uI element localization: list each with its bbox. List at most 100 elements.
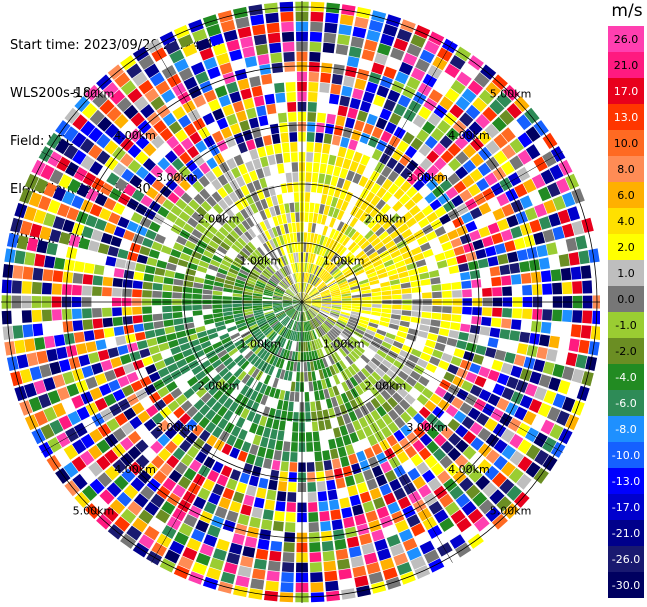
ppi-gate-cell: [263, 307, 273, 312]
ppi-gate-cell: [96, 133, 111, 149]
ppi-gate-cell: [444, 501, 460, 516]
ppi-gate-cell: [338, 24, 352, 36]
ppi-gate-cell: [247, 276, 257, 283]
ppi-gate-cell: [189, 131, 202, 145]
ppi-gate-cell: [514, 406, 528, 421]
ppi-gate-cell: [248, 323, 258, 331]
ppi-gate-cell: [496, 92, 512, 108]
ppi-gate-cell: [322, 42, 335, 54]
ppi-gate-cell: [113, 475, 129, 491]
ppi-gate-cell: [534, 449, 549, 466]
ppi-gate-cell: [368, 251, 379, 260]
ppi-gate-cell: [300, 312, 302, 322]
ppi-gate-cell: [501, 161, 515, 176]
ppi-gate-cell: [290, 253, 295, 263]
ppi-gate-cell: [259, 415, 268, 427]
ppi-gate-cell: [499, 478, 515, 495]
ppi-gate-cell: [302, 302, 311, 306]
ppi-gate-cell: [333, 272, 343, 280]
ppi-gate-cell: [214, 85, 228, 98]
ppi-gate-cell: [332, 208, 340, 219]
range-ring-label: 4.00km: [114, 463, 156, 476]
ppi-gate-cell: [316, 122, 325, 133]
ppi-gate-cell: [302, 312, 304, 322]
ppi-gate-cell: [381, 308, 392, 314]
ppi-gate-cell: [129, 242, 141, 253]
ppi-gate-cell: [121, 422, 135, 436]
ppi-gate-cell: [274, 388, 281, 399]
ppi-gate-cell: [414, 565, 431, 580]
ppi-gate-cell: [294, 242, 298, 253]
ppi-gate-cell: [313, 318, 320, 327]
ppi-gate-cell: [105, 256, 117, 267]
ppi-gate-cell: [452, 306, 462, 314]
ppi-gate-cell: [215, 215, 226, 226]
ppi-gate-cell: [223, 183, 234, 195]
ppi-gate-cell: [234, 338, 244, 347]
ppi-gate-cell: [170, 205, 183, 217]
ppi-gate-cell: [49, 361, 62, 375]
ppi-gate-cell: [293, 232, 297, 243]
ppi-gate-cell: [271, 195, 279, 206]
ppi-gate-cell: [394, 260, 406, 269]
ppi-gate-cell: [282, 234, 288, 245]
ppi-gate-cell: [104, 449, 119, 464]
ppi-gate-cell: [266, 570, 280, 582]
ppi-gate-cell: [282, 317, 290, 326]
ppi-gate-cell: [426, 413, 439, 426]
ppi-gate-cell: [164, 40, 180, 55]
ppi-gate-cell: [289, 286, 296, 295]
ppi-gate-cell: [43, 182, 57, 198]
ppi-gate-cell: [399, 276, 410, 284]
ppi-gate-cell: [130, 477, 145, 492]
ppi-gate-cell: [281, 279, 289, 288]
ppi-gate-cell: [269, 319, 278, 326]
ppi-gate-cell: [159, 462, 174, 477]
ppi-gate-cell: [237, 513, 250, 526]
ppi-gate-cell: [396, 28, 412, 42]
ppi-gate-cell: [267, 32, 281, 44]
ppi-gate-cell: [546, 242, 558, 256]
ppi-gate-cell: [80, 120, 96, 137]
ppi-gate-cell: [232, 100, 245, 113]
ppi-gate-cell: [192, 293, 202, 299]
ppi-gate-cell: [451, 281, 462, 290]
ppi-gate-cell: [264, 590, 278, 602]
ppi-gate-cell: [306, 462, 315, 472]
ppi-gate-cell: [529, 219, 542, 233]
ppi-gate-cell: [449, 104, 464, 119]
range-ring-label: 2.00km: [365, 213, 407, 226]
ppi-gate-cell: [291, 222, 297, 233]
ppi-gate-cell: [339, 497, 351, 509]
ppi-gate-cell: [97, 349, 110, 361]
ppi-gate-cell: [308, 287, 317, 296]
ppi-gate-cell: [397, 140, 409, 153]
ppi-gate-cell: [343, 268, 353, 276]
ppi-gate-cell: [168, 121, 182, 135]
ppi-gate-cell: [439, 455, 453, 469]
ppi-gate-cell: [143, 322, 154, 331]
ppi-gate-cell: [318, 348, 325, 359]
ppi-gate-cell: [196, 206, 207, 217]
ppi-gate-cell: [307, 252, 311, 263]
ppi-gate-cell: [115, 335, 127, 346]
ppi-gate-cell: [489, 327, 501, 338]
ppi-gate-cell: [333, 242, 342, 253]
ppi-gate-cell: [322, 357, 329, 368]
ppi-gate-cell: [311, 340, 316, 351]
ppi-gate-cell: [257, 234, 266, 244]
ppi-gate-cell: [299, 312, 302, 322]
ppi-gate-cell: [302, 295, 309, 302]
ppi-gate-cell: [324, 570, 338, 582]
range-ring-label: 3.00km: [156, 171, 198, 184]
ppi-gate-cell: [100, 232, 113, 245]
ppi-gate-cell: [326, 479, 336, 491]
ppi-gate-cell: [93, 329, 105, 340]
ppi-gate-cell: [220, 19, 236, 33]
ppi-gate-cell: [22, 324, 34, 338]
ppi-gate-cell: [200, 340, 212, 349]
ppi-gate-cell: [222, 222, 233, 233]
ppi-gate-cell: [401, 381, 413, 393]
ppi-gate-cell: [337, 278, 347, 285]
ppi-gate-cell: [510, 199, 524, 213]
